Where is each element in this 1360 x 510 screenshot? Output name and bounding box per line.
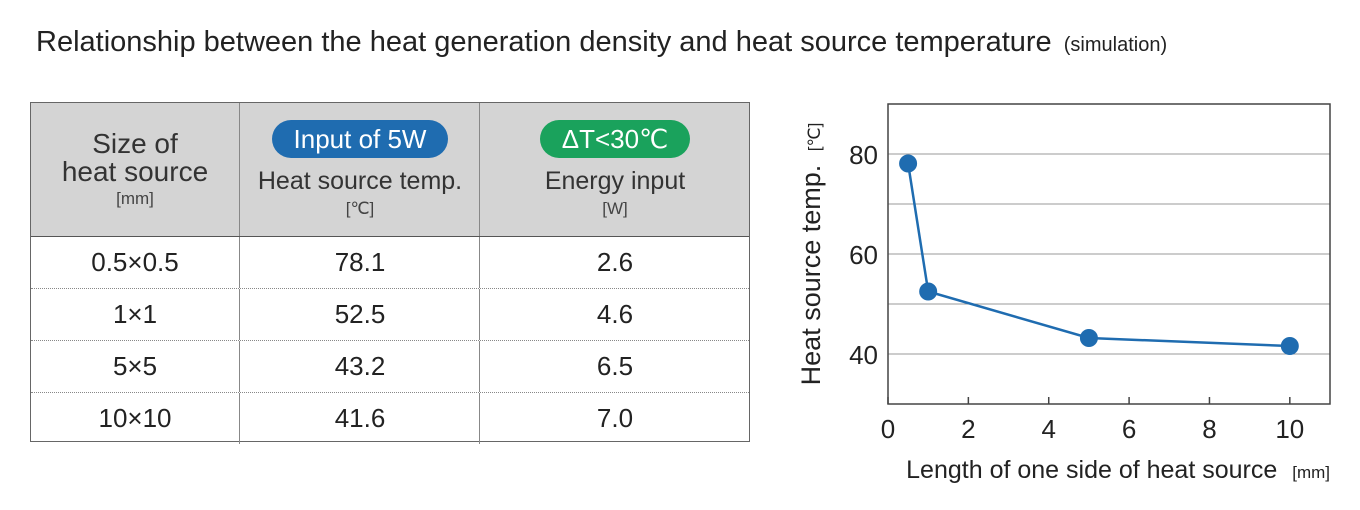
cell-size: 10×10 (98, 403, 172, 433)
x-tick-label: 0 (881, 414, 895, 444)
y-axis-label-text: Heat source temp. (796, 165, 826, 386)
header-size-line1: Size of (92, 127, 178, 159)
x-tick-label: 6 (1122, 414, 1136, 444)
data-points (899, 154, 1299, 355)
table-row: 0.5×0.5 78.1 2.6 (31, 237, 749, 289)
cell-temp: 41.6 (239, 393, 480, 444)
plot-frame (887, 103, 1331, 405)
x-axis-label-text: Length of one side of heat source (906, 456, 1277, 484)
delta-t-badge: ΔT<30℃ (539, 119, 691, 158)
table-row: 10×10 41.6 7.0 (31, 393, 749, 444)
y-tick-label: 80 (849, 140, 878, 170)
x-tick-label: 4 (1041, 414, 1055, 444)
cell-size: 1×1 (112, 299, 158, 329)
header-size-line2: heat source (61, 155, 209, 187)
data-point (1079, 329, 1098, 347)
header-temp-unit: [℃] (345, 198, 375, 218)
cell-size: 0.5×0.5 (91, 247, 179, 277)
temperature-chart: 40 60 80 0 2 4 6 8 10 Heat source temp. [℃] Leng… (796, 103, 1331, 484)
x-tick-label: 8 (1202, 414, 1216, 444)
input-badge: Input of 5W (271, 119, 449, 158)
header-size: Size of heat source [mm] (31, 103, 239, 236)
cell-energy: 2.6 (479, 237, 750, 288)
title-note: (simulation) (1063, 34, 1168, 56)
chart-title: Relationship between the heat generation… (36, 26, 1167, 59)
header-energy-unit: [W] (602, 198, 628, 218)
cell-temp: 52.5 (239, 289, 480, 340)
data-point (919, 282, 938, 301)
data-point (899, 154, 918, 173)
x-axis-label: Length of one side of heat source [mm] (906, 456, 1330, 484)
table-body: 0.5×0.5 78.1 2.6 1×1 52.5 4.6 5×5 43.2 6… (31, 237, 749, 444)
x-axis-unit: [mm] (1292, 463, 1330, 482)
header-temp-label: Heat source temp. (257, 166, 463, 195)
header-energy: ΔT<30℃ Energy input [W] (479, 103, 750, 236)
title-main: Relationship between the heat generation… (36, 26, 1052, 58)
table-header: Size of heat source [mm] Input of 5W Hea… (31, 103, 749, 237)
cell-energy: 6.5 (479, 341, 750, 392)
grid-lines (888, 153, 1330, 355)
header-size-unit: [mm] (116, 188, 154, 208)
tick-labels: 40 60 80 0 2 4 6 8 10 (849, 140, 1304, 444)
data-point (1280, 337, 1299, 355)
x-tick-label: 2 (961, 414, 975, 444)
data-table: Size of heat source [mm] Input of 5W Hea… (30, 102, 750, 444)
y-tick-label: 40 (849, 340, 878, 370)
header-energy-label: Energy input (544, 166, 686, 195)
cell-energy: 7.0 (479, 393, 750, 444)
cell-temp: 43.2 (239, 341, 480, 392)
header-temp: Input of 5W Heat source temp. [℃] (239, 103, 480, 236)
x-tick-label: 10 (1275, 414, 1304, 444)
table-row: 1×1 52.5 4.6 (31, 289, 749, 341)
cell-size: 5×5 (112, 351, 158, 381)
cell-temp: 78.1 (239, 237, 480, 288)
series-line (906, 163, 1290, 348)
y-tick-label: 60 (849, 240, 878, 270)
y-axis-unit: [℃] (805, 123, 824, 152)
y-axis-label: Heat source temp. [℃] (796, 123, 826, 386)
cell-energy: 4.6 (479, 289, 750, 340)
table-row: 5×5 43.2 6.5 (31, 341, 749, 393)
